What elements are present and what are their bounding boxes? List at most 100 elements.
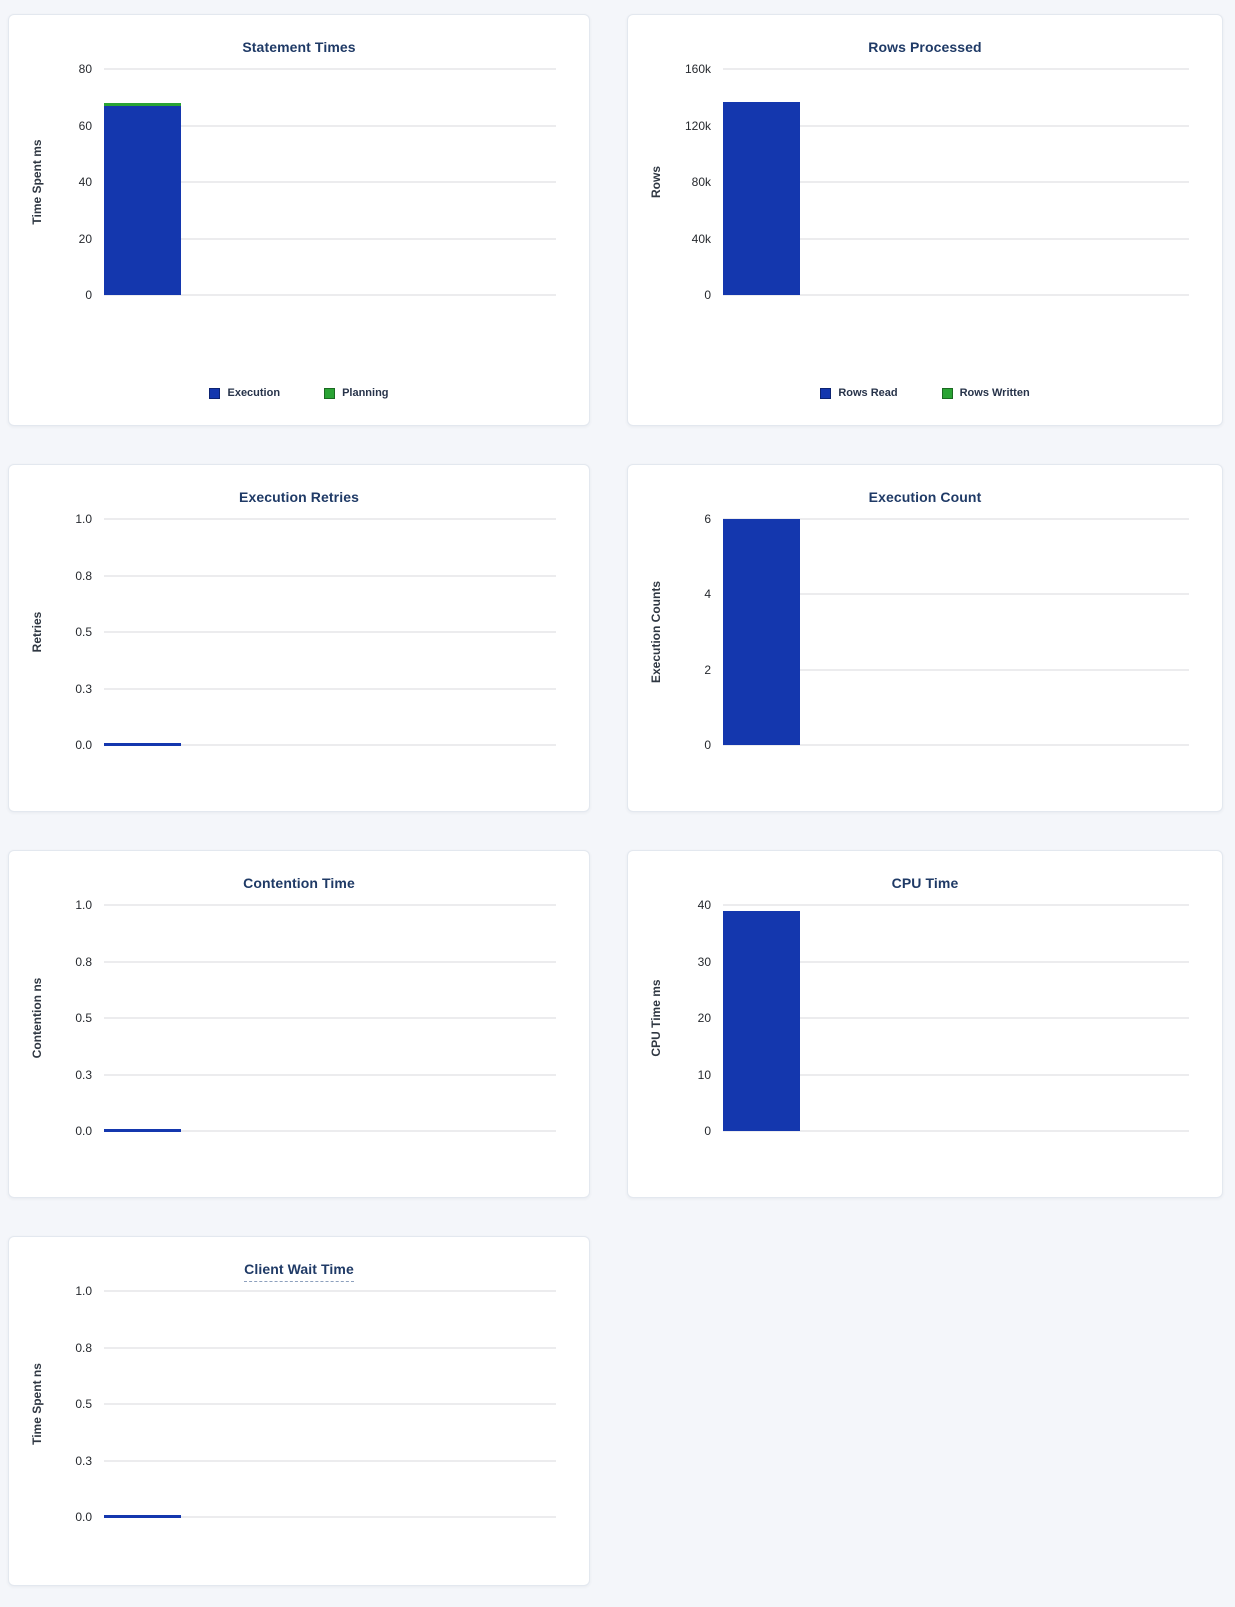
y-tick-label: 60 (78, 118, 92, 133)
y-tick-label: 20 (697, 1011, 711, 1025)
plot-area: 0.0 0.3 0.5 0.8 1.0 (75, 1284, 556, 1524)
bar-segment-cpu-time-ms (723, 910, 800, 1131)
chart-title: Execution Count (628, 489, 1222, 505)
legend-item-execution: Execution (209, 387, 280, 399)
gridline (723, 237, 1189, 240)
chart-title-tooltip-trigger[interactable]: Client Wait Time (244, 1261, 354, 1282)
bar (104, 519, 181, 746)
plot-area: 0 2 4 6 (704, 512, 1189, 752)
gridline (723, 181, 1189, 183)
y-tick-label: 0.8 (75, 954, 92, 969)
y-tick-label: 10 (697, 1067, 711, 1082)
y-tick-label: 6 (704, 512, 711, 526)
y-tick-label: 0.8 (75, 1340, 92, 1355)
gridline (723, 124, 1189, 127)
gridline (723, 518, 1189, 520)
y-tick-label: 30 (697, 954, 711, 969)
y-tick-label: 40 (697, 898, 711, 912)
zero-value-bar (104, 1515, 181, 1518)
legend-swatch-icon (820, 387, 832, 399)
legend-label: Rows Written (959, 387, 1030, 399)
y-tick-label: 80k (691, 175, 711, 189)
bar-segment-execution (104, 105, 181, 295)
chart-card-client-wait-time: Client Wait Time Time Spent ns 0.0 0.3 0.5… (8, 1236, 590, 1586)
gridline (723, 68, 1189, 70)
y-tick-label: 160k (684, 62, 711, 76)
y-tick-label: 0 (704, 1124, 711, 1138)
bar-segment-planning (104, 102, 181, 106)
legend-item-rows-written: Rows Written (941, 387, 1030, 399)
gridline (104, 294, 556, 296)
chart-title-text: Contention Time (243, 875, 355, 891)
gridline (104, 518, 556, 520)
chart-card-execution-retries: Execution Retries Retries 0.0 0.3 0.5 0.8 1.… (8, 464, 590, 812)
y-tick-label: 0 (704, 738, 711, 752)
y-tick-label: 0.5 (75, 625, 92, 639)
legend-swatch-icon (324, 387, 336, 399)
chart-title-text: Rows Processed (868, 39, 982, 55)
gridline (723, 1130, 1189, 1132)
y-tick-label: 0 (85, 288, 92, 302)
legend-swatch-icon (209, 387, 221, 399)
gridline (104, 1130, 556, 1132)
bar (104, 905, 181, 1132)
gridline (104, 1516, 556, 1518)
gridline (104, 1346, 556, 1349)
y-tick-label: 0.3 (75, 681, 92, 696)
y-tick-label: 0 (704, 288, 711, 302)
chart-card-rows-processed: Rows Processed Rows 0 40k 80k 120k 160k Rows… (627, 14, 1223, 426)
bar (723, 905, 800, 1131)
y-tick-label: 4 (704, 587, 711, 602)
y-tick-label: 120k (684, 118, 711, 133)
y-tick-label: 0.0 (75, 1510, 92, 1524)
y-tick-label: 40 (78, 175, 92, 189)
gridline (104, 124, 556, 127)
chart-title-text: Execution Retries (239, 489, 359, 505)
plot-area: 0 40k 80k 120k 160k (685, 62, 1189, 302)
y-tick-label: 0.3 (75, 1453, 92, 1468)
chart-card-execution-count: Execution Count Execution Counts 0 2 4 6 (627, 464, 1223, 812)
chart-title: Rows Processed (628, 39, 1222, 55)
gridline (723, 744, 1189, 746)
chart-title-text: Statement Times (242, 39, 356, 55)
gridline (104, 574, 556, 577)
plot-area: 0.0 0.3 0.5 0.8 1.0 (75, 512, 556, 752)
gridline (104, 687, 556, 690)
legend-swatch-icon (941, 387, 953, 399)
y-tick-label: 2 (704, 662, 711, 677)
gridline (104, 904, 556, 906)
gridline (104, 1073, 556, 1076)
gridline (723, 904, 1189, 906)
chart-card-cpu-time: CPU Time CPU Time ms 0 10 20 30 40 (627, 850, 1223, 1198)
gridline (723, 593, 1189, 596)
gridline (104, 68, 556, 70)
chart-title: Contention Time (9, 875, 589, 891)
gridline (723, 1073, 1189, 1076)
gridline (104, 960, 556, 963)
legend-label: Planning (342, 387, 389, 399)
y-tick-label: 0.5 (75, 1397, 92, 1411)
y-tick-label: 0.8 (75, 568, 92, 583)
gridline (723, 1017, 1189, 1019)
zero-value-bar (104, 1129, 181, 1132)
gridline (104, 1017, 556, 1019)
chart-title: Execution Retries (9, 489, 589, 505)
y-tick-label: 80 (78, 62, 92, 76)
chart-legend: Rows Read Rows Written (628, 387, 1222, 399)
y-tick-label: 0.5 (75, 1011, 92, 1025)
gridline (104, 237, 556, 240)
y-tick-label: 1.0 (75, 512, 92, 526)
y-axis-title: Execution Counts (634, 519, 678, 745)
y-tick-label: 20 (78, 231, 92, 246)
chart-legend: Execution Planning (9, 387, 589, 399)
gridline (104, 1290, 556, 1292)
plot-area: 0.0 0.3 0.5 0.8 1.0 (75, 898, 556, 1138)
y-tick-label: 0.0 (75, 1124, 92, 1138)
chart-title-text: Execution Count (868, 489, 982, 505)
y-tick-label: 0.3 (75, 1067, 92, 1082)
bar (723, 69, 800, 295)
plot-area: 0 20 40 60 80 (79, 62, 556, 302)
legend-label: Rows Read (838, 387, 898, 399)
chart-title: CPU Time (628, 875, 1222, 891)
